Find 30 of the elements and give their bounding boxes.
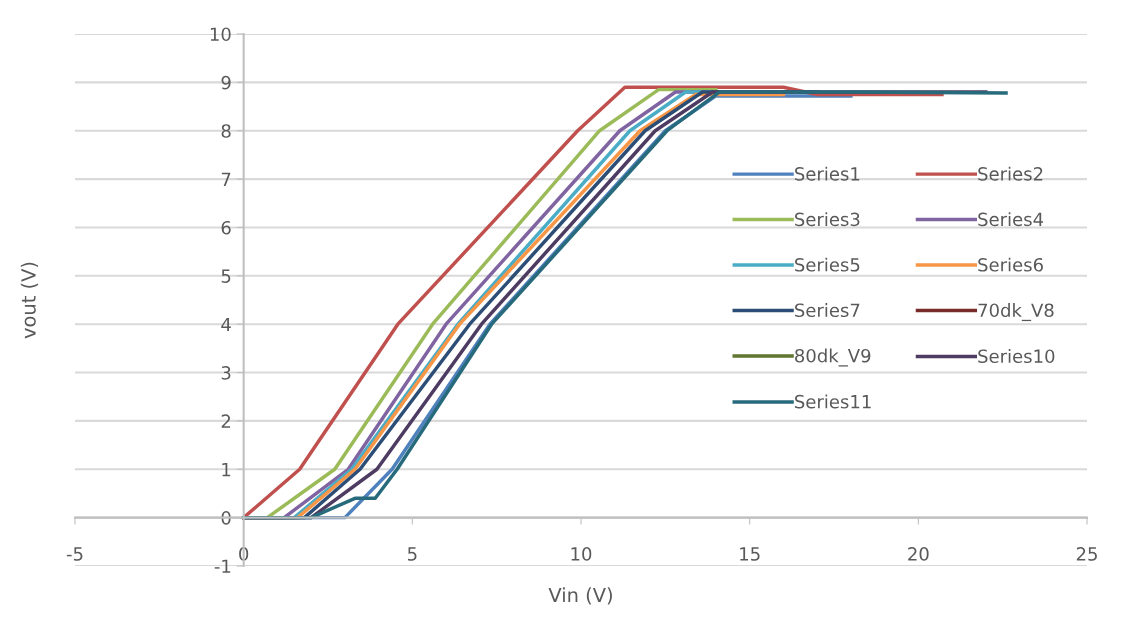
y-tick-label: -1 xyxy=(214,559,231,573)
y-tick-label: 9 xyxy=(221,75,231,90)
y-tick-label: 8 xyxy=(221,124,231,138)
x-tick-label: 20 xyxy=(908,547,929,561)
legend-label: 70dk_V8 xyxy=(978,303,1054,322)
legend-label: Series3 xyxy=(795,212,860,227)
x-tick-label: 5 xyxy=(407,547,417,561)
legend-label: Series7 xyxy=(795,303,860,318)
y-tick-label: 4 xyxy=(221,317,231,332)
x-tick-label: 10 xyxy=(571,547,592,561)
y-tick-label: 6 xyxy=(221,220,231,235)
legend-label: Series1 xyxy=(795,166,860,181)
y-tick-label: 2 xyxy=(221,414,231,428)
x-tick-label: 15 xyxy=(740,547,760,561)
x-axis-title: Vin (V) xyxy=(548,587,612,605)
y-tick-label: 7 xyxy=(221,172,231,186)
legend-label: Series5 xyxy=(795,257,860,272)
legend-label: Series10 xyxy=(978,349,1055,364)
y-tick-label: 3 xyxy=(221,366,231,380)
y-axis-title: vout (V) xyxy=(20,262,39,339)
y-tick-label: 5 xyxy=(221,269,231,283)
legend-label: Series4 xyxy=(978,212,1044,227)
y-tick-label: 1 xyxy=(222,462,231,477)
legend-label: Series6 xyxy=(978,257,1043,272)
legend-label: 80dk_V9 xyxy=(795,348,871,367)
y-tick-label: 10 xyxy=(210,27,231,42)
x-tick-label: 25 xyxy=(1076,547,1097,561)
legend-label: Series11 xyxy=(795,394,871,409)
legend-label: Series2 xyxy=(978,166,1043,181)
x-tick-label: -5 xyxy=(66,547,83,561)
